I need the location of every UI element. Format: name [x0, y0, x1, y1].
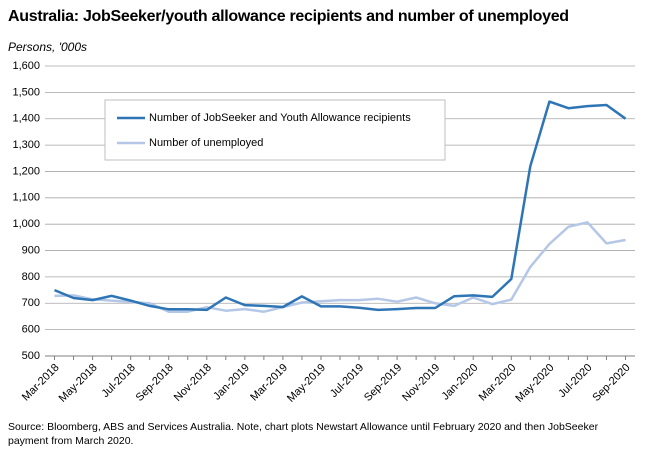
legend-label: Number of JobSeeker and Youth Allowance …	[149, 112, 411, 124]
x-tick-label: Nov-2019	[400, 362, 442, 404]
legend: Number of JobSeeker and Youth Allowance …	[104, 99, 446, 161]
y-tick-label: 1,600	[12, 60, 40, 72]
x-tick-label: Sep-2020	[590, 362, 632, 404]
x-tick-label: Jan-2020	[439, 362, 480, 403]
y-tick-label: 1,000	[12, 218, 40, 230]
y-tick-label: 1,500	[12, 86, 40, 98]
x-tick-label: May-2019	[285, 362, 328, 405]
x-tick-label: Mar-2020	[477, 362, 519, 404]
x-tick-label: May-2020	[513, 362, 556, 405]
series-line	[54, 100, 627, 312]
x-tick-label: Jul-2018	[99, 362, 137, 400]
x-tick-label: Nov-2018	[172, 362, 214, 404]
chart: 500 600 700 800 900 1,000 1,100 1,200 1,300 1,400…	[12, 60, 635, 405]
y-tick-label: 1,400	[12, 113, 40, 125]
x-tick-label: Jul-2020	[556, 362, 594, 400]
legend-label: Number of unemployed	[149, 137, 263, 149]
x-tick-label: Mar-2018	[20, 362, 62, 404]
x-tick-label: May-2018	[57, 362, 100, 405]
x-tick-label: Jan-2019	[211, 362, 252, 403]
y-tick-label: 1,100	[12, 192, 40, 204]
y-tick-label: 800	[22, 271, 40, 283]
x-tick-label: Jul-2019	[328, 362, 366, 400]
y-tick-label: 600	[22, 324, 40, 336]
legend-box	[104, 99, 446, 161]
y-tick-label: 700	[22, 297, 40, 309]
x-tick-label: Mar-2019	[248, 362, 290, 404]
series-line	[54, 221, 626, 313]
chart-subtitle: Persons, '000s	[8, 40, 88, 54]
x-tick-label: Sep-2018	[134, 362, 176, 404]
y-tick-label: 1,200	[12, 165, 40, 177]
x-tick-label: Sep-2019	[362, 362, 404, 404]
y-tick-label: 900	[22, 244, 40, 256]
source-note: Source: Bloomberg, ABS and Services Aust…	[8, 421, 599, 447]
chart-title: Australia: JobSeeker/youth allowance rec…	[8, 8, 569, 25]
y-tick-label: 1,300	[12, 139, 40, 151]
y-tick-label: 500	[22, 350, 40, 362]
